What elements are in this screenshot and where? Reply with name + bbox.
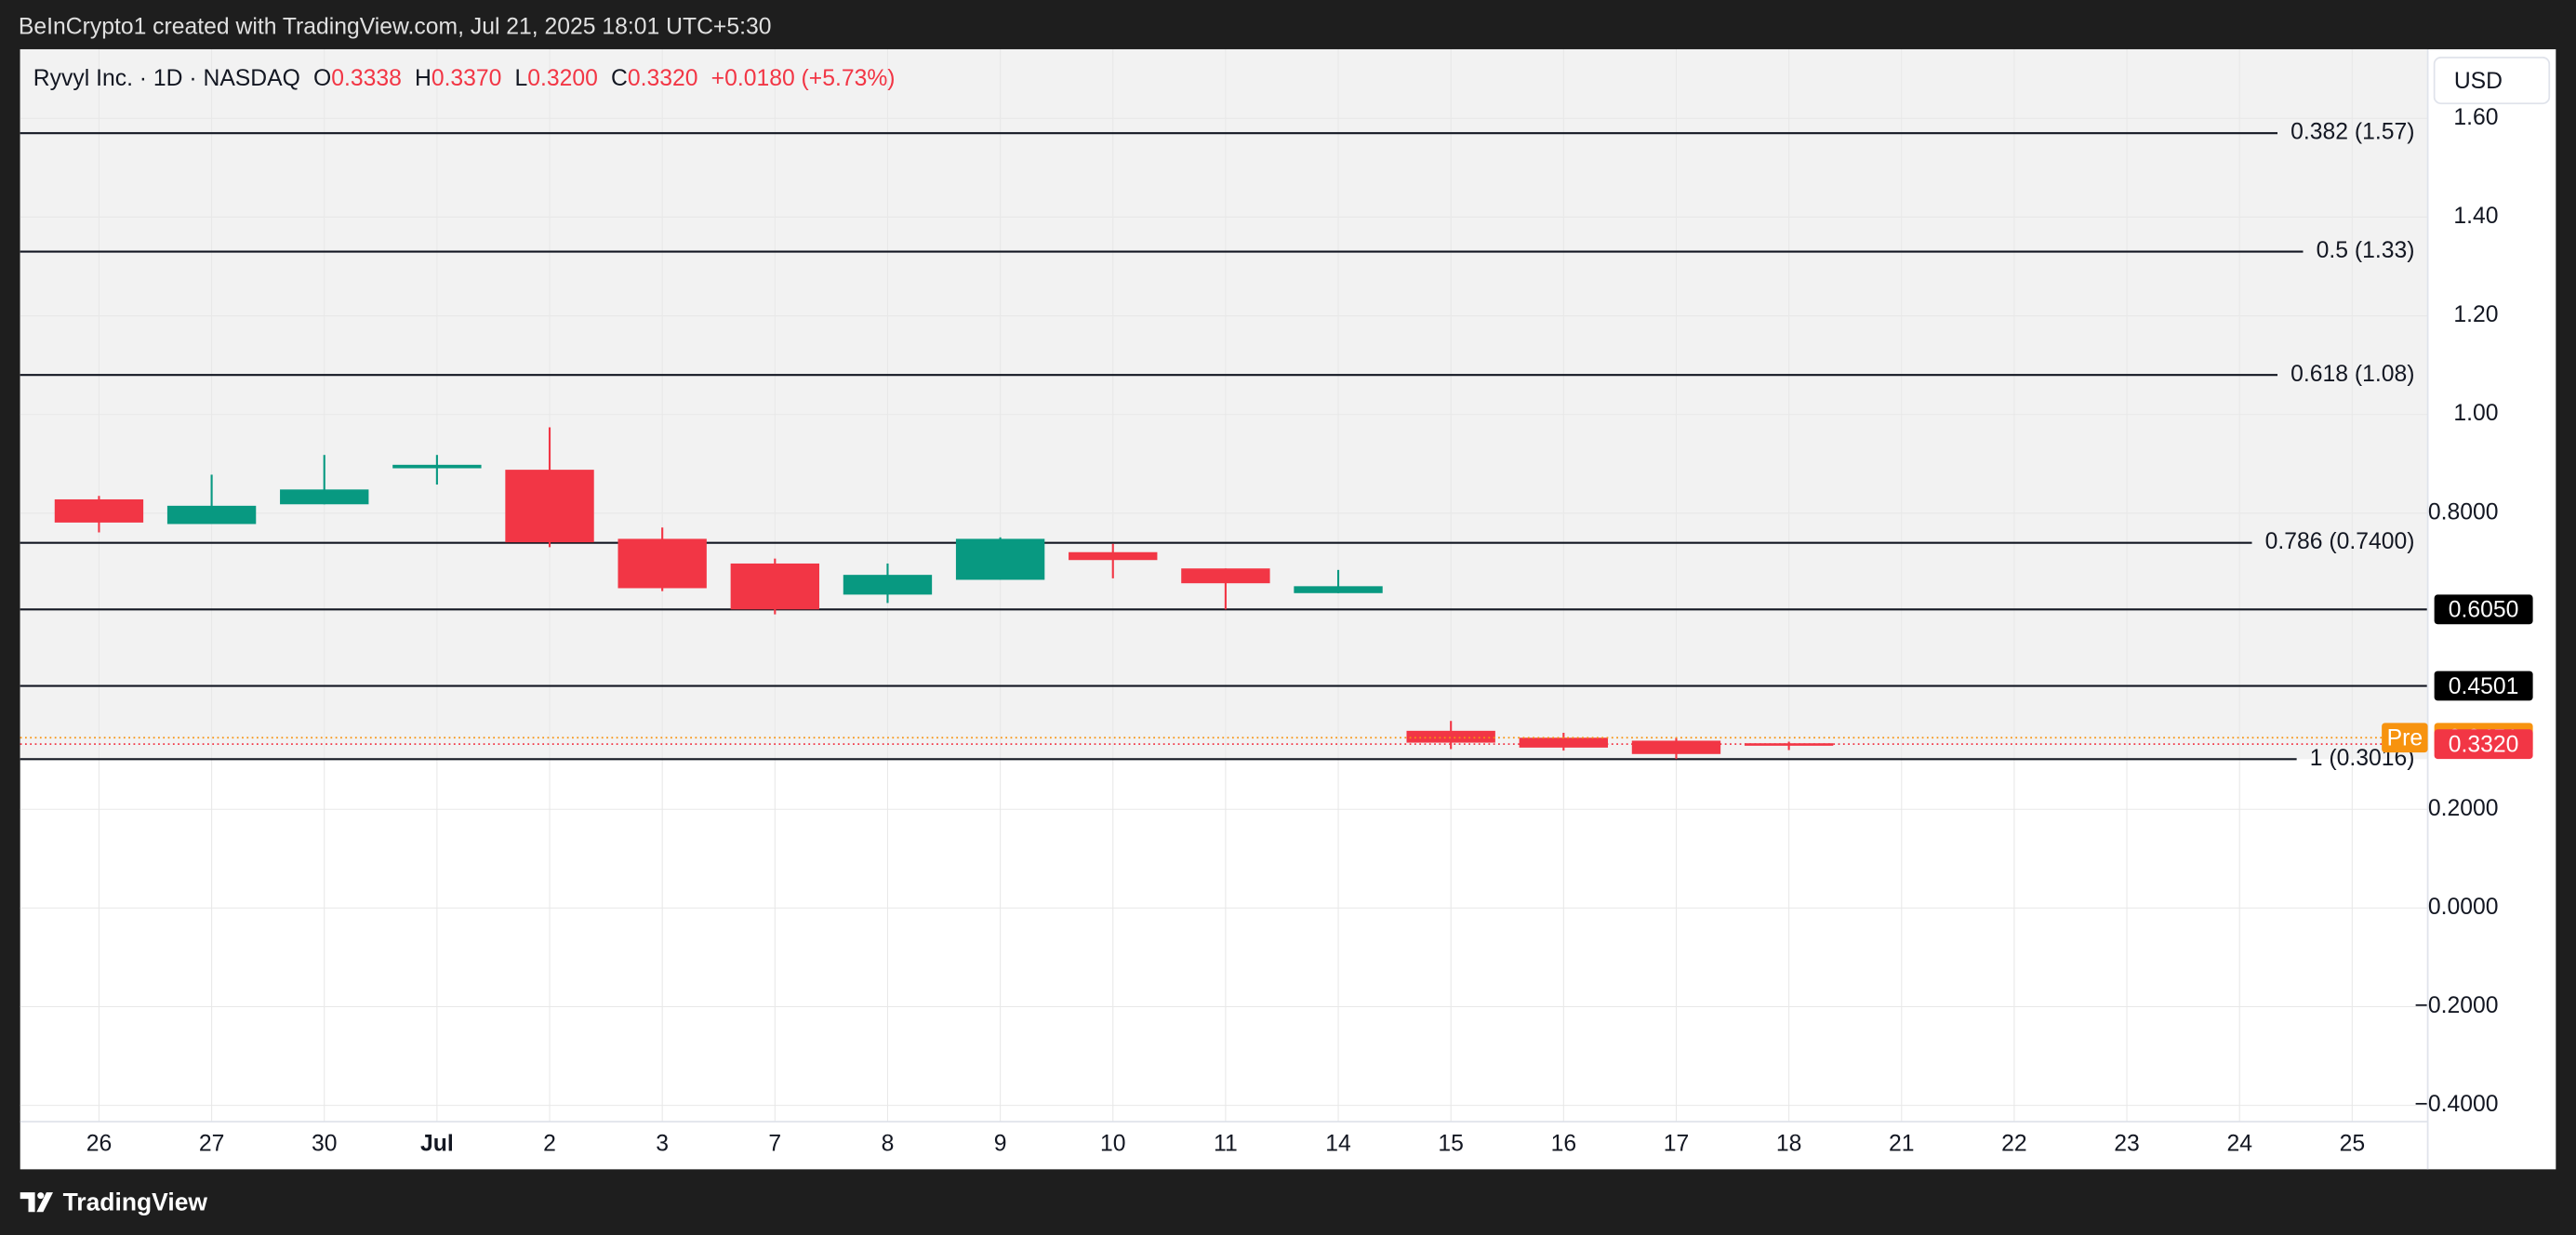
candle-body — [617, 538, 707, 589]
y-tick-label: 1.60 — [2453, 105, 2498, 130]
candle-body — [54, 498, 144, 523]
y-tick-label: −0.4000 — [2414, 1092, 2498, 1117]
fib-label: 0.786 (0.7400) — [2265, 529, 2415, 554]
legend-key: C — [611, 65, 628, 90]
legend-value: 0.3338 — [331, 65, 402, 90]
fib-zone — [20, 48, 2428, 760]
x-tick-label: 15 — [1438, 1131, 1464, 1156]
legend-title: Ryvyl Inc. · 1D · NASDAQ — [33, 65, 300, 90]
legend-change: +0.0180 (+5.73%) — [711, 65, 896, 90]
legend-key: O — [313, 65, 331, 90]
y-tick-label: 0.2000 — [2428, 796, 2499, 821]
x-tick-label: 27 — [199, 1131, 224, 1156]
price-badge — [2434, 594, 2533, 625]
pre-tag — [2382, 723, 2428, 753]
candle-body — [392, 464, 482, 469]
x-tick-label: 18 — [1776, 1131, 1801, 1156]
candle-body — [730, 563, 819, 610]
x-tick-label: 16 — [1551, 1131, 1577, 1156]
logo-dot — [37, 1192, 45, 1200]
x-tick-label: 24 — [2226, 1131, 2252, 1156]
candle-body — [1069, 551, 1158, 561]
pre-tag-label: Pre — [2387, 726, 2423, 751]
candle-body — [505, 470, 594, 543]
price-badge-label: 0.4501 — [2449, 674, 2519, 699]
x-tick-label: 30 — [312, 1131, 338, 1156]
currency[interactable]: USD — [2454, 69, 2503, 94]
candle-body — [1406, 730, 1495, 743]
x-tick-label: 3 — [656, 1131, 669, 1156]
price-badge — [2434, 671, 2533, 701]
legend-key: H — [415, 65, 432, 90]
x-tick-label: 23 — [2114, 1131, 2139, 1156]
footer-logo — [20, 1192, 53, 1213]
y-tick-label: 0.0000 — [2428, 895, 2499, 920]
x-tick-label: 9 — [994, 1131, 1007, 1156]
x-tick-label: 26 — [86, 1131, 113, 1156]
candle-body — [166, 505, 257, 525]
y-tick-label: 1.40 — [2453, 204, 2498, 229]
candle-body — [1519, 737, 1609, 748]
legend-value: 0.3320 — [628, 65, 698, 90]
price-badge-label: 0.6050 — [2449, 598, 2519, 623]
candle-body — [280, 489, 369, 505]
fib-label: 0.382 (1.57) — [2291, 120, 2414, 145]
x-tick-label: 10 — [1100, 1131, 1125, 1156]
y-tick-label: 1.20 — [2453, 302, 2498, 327]
x-tick-label: 22 — [2001, 1131, 2027, 1156]
plot-area: 0.382 (1.57) 0.5 (1.33) 0.618 (1.08) 0.786 … — [20, 48, 2428, 1122]
price-badge-label: 0.3320 — [2449, 732, 2519, 757]
y-tick-label: 0.8000 — [2428, 499, 2499, 525]
x-tick-label: 17 — [1664, 1131, 1690, 1156]
x-tick-label: 2 — [543, 1131, 556, 1156]
x-tick-label: 21 — [1889, 1131, 1915, 1156]
candle-body — [1294, 586, 1383, 593]
x-tick-label: 14 — [1325, 1131, 1351, 1156]
legend-value: 0.3200 — [527, 65, 598, 90]
fib-label: 0.5 (1.33) — [2317, 238, 2415, 263]
fib-label: 0.618 (1.08) — [2291, 362, 2414, 387]
candle-body — [843, 575, 933, 595]
price-badge — [2434, 729, 2533, 760]
logo-mark — [20, 1192, 53, 1213]
x-tick-label: 11 — [1214, 1131, 1238, 1156]
attribution: BeInCrypto1 created with TradingView.com… — [19, 15, 772, 40]
x-tick-label: 25 — [2340, 1131, 2366, 1156]
candle-body — [1181, 568, 1270, 584]
legend-value: 0.3370 — [432, 65, 502, 90]
candle-body — [1631, 740, 1721, 754]
legend-key: L — [515, 65, 528, 90]
x-tick-label: Jul — [420, 1131, 454, 1156]
y-tick-label: 1.00 — [2453, 401, 2498, 426]
currency-button[interactable] — [2433, 56, 2551, 105]
legend: Ryvyl Inc. · 1D · NASDAQ O0.3338 H0.3370 L0… — [33, 65, 896, 90]
x-tick-label: 8 — [882, 1131, 895, 1156]
brand: TradingView — [63, 1188, 208, 1215]
x-tick-label: 7 — [768, 1131, 781, 1156]
candle-body — [955, 538, 1045, 580]
y-tick-label: −0.2000 — [2414, 993, 2498, 1018]
